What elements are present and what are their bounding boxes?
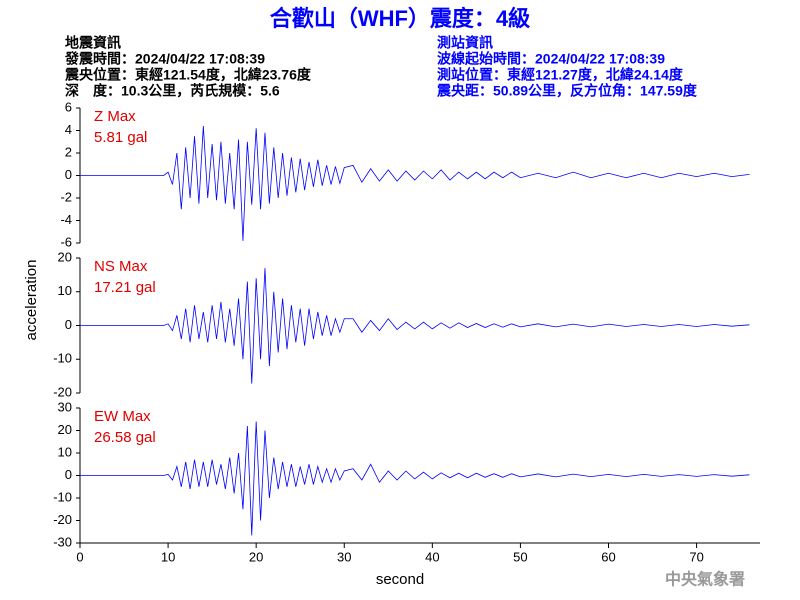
info-line: 深 度：10.3公里，芮氏規模：5.6: [65, 83, 280, 99]
y-tick-label: 2: [65, 144, 72, 159]
x-tick-label: 70: [689, 549, 703, 564]
y-tick-label: 0: [65, 317, 72, 332]
x-tick-label: 20: [249, 549, 263, 564]
x-axis-label: second: [376, 571, 424, 588]
max-label: 17.21 gal: [94, 279, 156, 296]
y-tick-label: -10: [53, 351, 72, 366]
y-axis-label: acceleration: [23, 260, 40, 341]
info-line: 波線起始時間：2024/04/22 17:08:39: [437, 51, 665, 67]
y-tick-label: -6: [60, 234, 72, 249]
y-tick-label: 4: [65, 122, 72, 137]
y-tick-label: -20: [53, 384, 72, 399]
x-tick-label: 40: [425, 549, 439, 564]
info-line: 發震時間：2024/04/22 17:08:39: [64, 51, 265, 67]
y-tick-label: -30: [53, 534, 72, 549]
waveform: [80, 421, 750, 536]
y-tick-label: 0: [65, 167, 72, 182]
component-label: Z Max: [94, 108, 136, 125]
footer: 中央氣象署: [665, 570, 745, 589]
info-line: 測站位置：東經121.27度，北緯24.14度: [437, 67, 684, 83]
y-tick-label: -20: [53, 512, 72, 527]
waveform: [80, 125, 750, 241]
y-tick-label: 20: [58, 422, 72, 437]
max-label: 5.81 gal: [94, 129, 147, 146]
info-line: 地震資訊: [65, 35, 121, 51]
waveform: [80, 268, 750, 384]
y-tick-label: 30: [58, 399, 72, 414]
y-tick-label: -10: [53, 489, 72, 504]
y-tick-label: -2: [60, 189, 72, 204]
x-tick-label: 50: [513, 549, 527, 564]
y-tick-label: 10: [58, 283, 72, 298]
info-line: 震央距：50.89公里，反方位角：147.59度: [436, 83, 698, 99]
component-label: NS Max: [94, 258, 148, 275]
y-tick-label: 6: [65, 99, 72, 114]
component-label: EW Max: [94, 408, 151, 425]
x-tick-label: 60: [601, 549, 615, 564]
info-line: 震央位置：東經121.54度，北緯23.76度: [64, 67, 312, 83]
y-tick-label: -4: [60, 212, 72, 227]
y-tick-label: 0: [65, 467, 72, 482]
x-tick-label: 10: [161, 549, 175, 564]
x-tick-label: 30: [337, 549, 351, 564]
info-line: 測站資訊: [437, 35, 493, 51]
chart-title: 合歡山（WHF）震度：4級: [270, 6, 530, 31]
x-tick-label: 0: [76, 549, 83, 564]
max-label: 26.58 gal: [94, 429, 156, 446]
y-tick-label: 10: [58, 444, 72, 459]
y-tick-label: 20: [58, 249, 72, 264]
